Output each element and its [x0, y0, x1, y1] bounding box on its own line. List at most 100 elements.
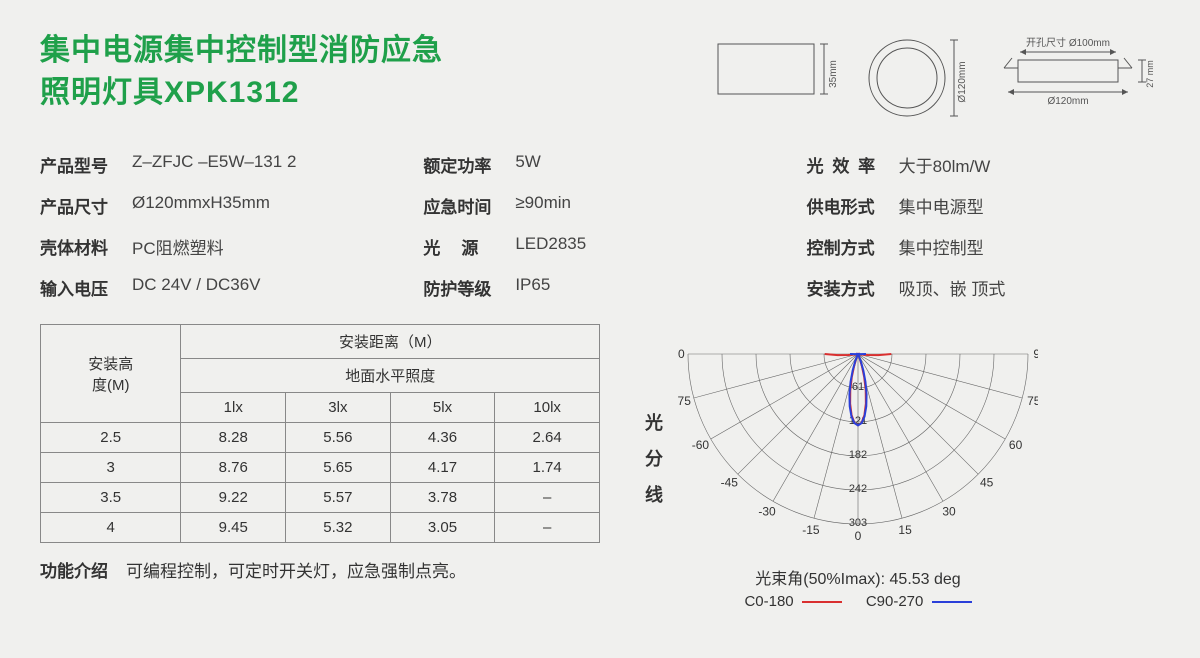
table-row: 49.455.323.05– [41, 513, 600, 543]
polar-legend: C0-180 C90-270 [678, 593, 1038, 610]
beam-angle-caption: 光束角(50%Imax): 45.53 deg [678, 565, 1038, 589]
recessed-height-label: 27 mm [1145, 60, 1155, 88]
polar-section: 光分线 -90-75-60-45-30-15015304560759061121… [640, 324, 1038, 610]
spec-value: 吸顶、嵌 顶式 [899, 275, 1006, 300]
legend-line [802, 601, 842, 603]
spec-item: 壳体材料 PC阻燃塑料 [40, 234, 393, 259]
spec-label: 光 源 [423, 234, 497, 259]
spec-value: DC 24V / DC36V [132, 275, 261, 300]
table-cell: 5.32 [286, 513, 391, 543]
intro-row: 功能介绍 可编程控制，可定时开关灯，应急强制点亮。 [40, 557, 600, 582]
intro-label: 功能介绍 [40, 557, 108, 582]
title-line-2: 照明灯具XPK1312 [40, 72, 443, 114]
svg-text:-60: -60 [692, 438, 710, 452]
spec-value: Ø120mmxH35mm [132, 193, 270, 218]
legend-item: C0-180 [744, 593, 841, 610]
spec-item: 防护等级 IP65 [423, 275, 776, 300]
side-height-label: 35mm [828, 60, 839, 88]
spec-label: 产品型号 [40, 152, 114, 177]
spec-item: 光 源 LED2835 [423, 234, 776, 259]
spec-label: 安装方式 [807, 275, 881, 300]
table-row: 3.59.225.573.78– [41, 483, 600, 513]
table-cell: – [495, 513, 600, 543]
table-cell: 8.28 [181, 423, 286, 453]
svg-text:-15: -15 [802, 523, 820, 537]
table-cell: 3.05 [390, 513, 495, 543]
table-row-height: 3.5 [41, 483, 181, 513]
intro-text: 可编程控制，可定时开关灯，应急强制点亮。 [126, 557, 466, 582]
svg-text:60: 60 [1009, 438, 1023, 452]
spec-label: 额定功率 [423, 152, 497, 177]
spec-item: 输入电压DC 24V / DC36V [40, 275, 393, 300]
spec-label: 防护等级 [423, 275, 497, 300]
spec-item: 额定功率 5W [423, 152, 776, 177]
table-row-header: 安装高 度(M) [41, 325, 181, 423]
svg-text:-75: -75 [678, 394, 691, 408]
spec-item: 供电形式集中电源型 [807, 193, 1160, 218]
spec-label: 产品尺寸 [40, 193, 114, 218]
spec-label: 壳体材料 [40, 234, 114, 259]
svg-text:-30: -30 [758, 505, 776, 519]
recessed-width-label: Ø120mm [1047, 96, 1088, 107]
spec-value: 大于80lm/W [899, 152, 991, 177]
spec-value: 集中电源型 [899, 193, 984, 218]
spec-item: 光 效 率大于80lm/W [807, 152, 1160, 177]
legend-line [932, 601, 972, 603]
spec-value: ≥90min [515, 193, 571, 218]
svg-text:0: 0 [855, 529, 862, 543]
svg-text:242: 242 [849, 483, 867, 495]
table-cell: 8.76 [181, 453, 286, 483]
table-cell: 4.36 [390, 423, 495, 453]
svg-text:15: 15 [898, 523, 912, 537]
table-cell: 4.17 [390, 453, 495, 483]
table-col-header: 3lx [286, 393, 391, 423]
svg-text:75: 75 [1027, 394, 1038, 408]
table-cell: 5.65 [286, 453, 391, 483]
table-cell: 1.74 [495, 453, 600, 483]
spec-item: 产品型号 Z–ZFJC –E5W–131 2 [40, 152, 393, 177]
table-col-header: 10lx [495, 393, 600, 423]
spec-value: 5W [515, 152, 541, 177]
spec-value: LED2835 [515, 234, 586, 259]
spec-grid: 产品型号 Z–ZFJC –E5W–131 2 额定功率 5W 光 效 率大于80lm/W… [40, 152, 1160, 300]
table-row-height: 4 [41, 513, 181, 543]
table-cell: 9.22 [181, 483, 286, 513]
table-col-header: 1lx [181, 393, 286, 423]
svg-text:45: 45 [980, 476, 994, 490]
table-group-header: 安装距离（M） [181, 325, 600, 359]
table-cell: 9.45 [181, 513, 286, 543]
spec-value: 集中控制型 [899, 234, 984, 259]
top-view-diagram: Ø120mm [862, 34, 972, 124]
svg-text:30: 30 [942, 505, 956, 519]
svg-text:-90: -90 [678, 347, 685, 361]
cutout-label: 开孔尺寸 Ø100mm [1026, 36, 1110, 49]
table-row-height: 3 [41, 453, 181, 483]
spec-item: 应急时间 ≥90min [423, 193, 776, 218]
table-cell: 2.64 [495, 423, 600, 453]
spec-value: PC阻燃塑料 [132, 234, 224, 259]
title-line-1: 集中电源集中控制型消防应急 [40, 30, 443, 72]
table-row-height: 2.5 [41, 423, 181, 453]
svg-text:90: 90 [1033, 347, 1038, 361]
spec-label: 应急时间 [423, 193, 497, 218]
spec-value: Z–ZFJC –E5W–131 2 [132, 152, 296, 177]
page-title: 集中电源集中控制型消防应急 照明灯具XPK1312 [40, 30, 443, 114]
top-diameter-label: Ø120mm [957, 61, 968, 102]
dimension-diagrams: 35mm Ø120mm 开孔尺寸 Ø100mm Ø120mm [714, 30, 1160, 124]
table-cell: 5.57 [286, 483, 391, 513]
spec-item: 安装方式吸顶、嵌 顶式 [807, 275, 1160, 300]
illuminance-table: 安装高 度(M) 安装距离（M） 地面水平照度 1lx3lx5lx10lx 2.… [40, 324, 600, 543]
spec-value: IP65 [515, 275, 550, 300]
table-row: 38.765.654.171.74 [41, 453, 600, 483]
spec-item: 产品尺寸 Ø120mmxH35mm [40, 193, 393, 218]
polar-chart: -90-75-60-45-30-150153045607590611211822… [678, 324, 1038, 554]
spec-item: 控制方式集中控制型 [807, 234, 1160, 259]
svg-text:303: 303 [849, 517, 867, 529]
side-view-diagram: 35mm [714, 34, 844, 106]
left-column: 安装高 度(M) 安装距离（M） 地面水平照度 1lx3lx5lx10lx 2.… [40, 324, 600, 582]
recessed-diagram: 开孔尺寸 Ø100mm Ø120mm 27 mm [990, 34, 1160, 114]
polar-side-label: 光分线 [640, 413, 666, 521]
svg-text:61: 61 [852, 381, 864, 393]
svg-text:-45: -45 [721, 476, 739, 490]
svg-text:182: 182 [849, 449, 867, 461]
